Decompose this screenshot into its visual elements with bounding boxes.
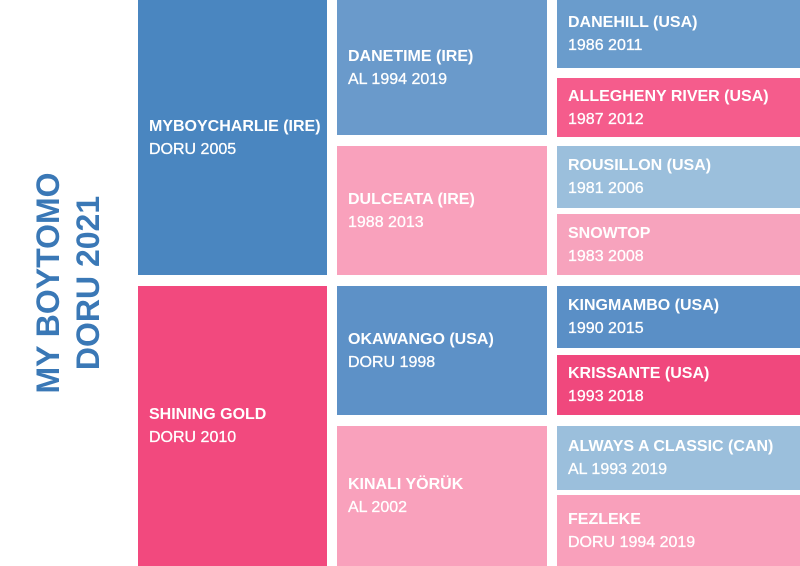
- ancestor-box: DANEHILL (USA) 1986 2011: [557, 0, 800, 68]
- ancestor-details: 1988 2013: [348, 213, 424, 231]
- ancestor-name: DANETIME (IRE): [348, 47, 474, 65]
- ancestor-details: AL 1993 2019: [568, 461, 668, 478]
- ancestor-name: DULCEATA (IRE): [348, 190, 475, 208]
- ancestor-box: DULCEATA (IRE) 1988 2013: [337, 146, 547, 275]
- ancestor-details: 1986 2011: [568, 37, 643, 54]
- ancestor-name: ALLEGHENY RIVER (USA): [568, 87, 769, 105]
- ancestor-name: OKAWANGO (USA): [348, 330, 494, 348]
- ancestor-details: AL 2002: [348, 499, 408, 516]
- ancestor-name: FEZLEKE: [568, 510, 641, 528]
- ancestor-name: KINGMAMBO (USA): [568, 297, 720, 314]
- subject-title: MY BOYTOMO DORU 2021: [28, 172, 108, 393]
- ancestor-box: KINALI YÖRÜK AL 2002: [337, 426, 547, 566]
- subject-details: DORU 2021: [70, 195, 106, 371]
- ancestor-details: AL 1994 2019: [348, 70, 448, 88]
- ancestor-box: ALWAYS A CLASSIC (CAN) AL 1993 2019: [557, 426, 800, 490]
- ancestor-box: SNOWTOP 1983 2008: [557, 214, 800, 275]
- ancestor-box: KRISSANTE (USA) 1993 2018: [557, 355, 800, 415]
- ancestor-box: FEZLEKE DORU 1994 2019: [557, 495, 800, 566]
- ancestor-box: SHINING GOLD DORU 2010: [138, 286, 327, 566]
- ancestor-box: OKAWANGO (USA) DORU 1998: [337, 286, 547, 415]
- ancestor-box: MYBOYCHARLIE (IRE) DORU 2005: [138, 0, 327, 275]
- ancestor-details: DORU 2005: [149, 140, 237, 158]
- ancestor-name: KRISSANTE (USA): [568, 365, 710, 382]
- ancestor-box: DANETIME (IRE) AL 1994 2019: [337, 0, 547, 135]
- ancestor-details: DORU 2010: [149, 429, 237, 446]
- ancestor-box: ALLEGHENY RIVER (USA) 1987 2012: [557, 78, 800, 137]
- ancestor-details: 1990 2015: [568, 320, 644, 337]
- ancestor-details: 1993 2018: [568, 388, 644, 405]
- ancestor-name: SNOWTOP: [568, 224, 651, 242]
- ancestor-name: KINALI YÖRÜK: [348, 476, 464, 493]
- ancestor-name: DANEHILL (USA): [568, 14, 698, 31]
- subject-name: MY BOYTOMO: [30, 172, 66, 394]
- ancestor-name: SHINING GOLD: [149, 406, 267, 423]
- ancestor-details: DORU 1998: [348, 353, 436, 371]
- ancestor-name: ROUSILLON (USA): [568, 157, 712, 174]
- ancestor-details: 1987 2012: [568, 110, 644, 128]
- ancestor-box: ROUSILLON (USA) 1981 2006: [557, 146, 800, 208]
- ancestor-name: ALWAYS A CLASSIC (CAN): [568, 438, 774, 455]
- ancestor-details: DORU 1994 2019: [568, 533, 696, 551]
- ancestor-details: 1983 2008: [568, 247, 644, 265]
- ancestor-details: 1981 2006: [568, 180, 644, 197]
- ancestor-name: MYBOYCHARLIE (IRE): [149, 117, 321, 135]
- ancestor-box: KINGMAMBO (USA) 1990 2015: [557, 286, 800, 348]
